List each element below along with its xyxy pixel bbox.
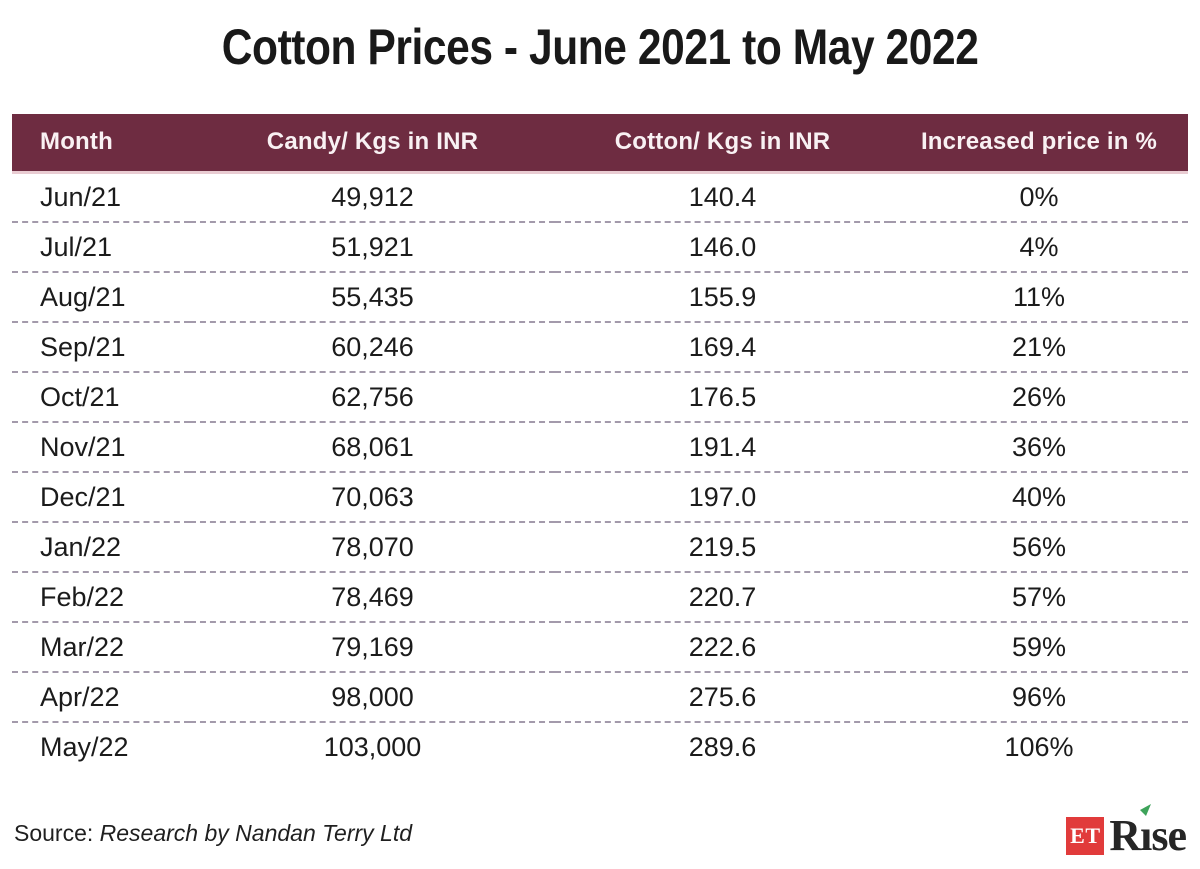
column-header-month: Month — [12, 114, 190, 174]
table-row: Jul/21 51,921 146.0 4% — [12, 222, 1188, 273]
cell-cotton: 140.4 — [555, 172, 890, 223]
table-row: Apr/22 98,000 275.6 96% — [12, 672, 1188, 723]
cell-month: Jan/22 — [12, 522, 190, 573]
cell-increase: 40% — [890, 472, 1188, 523]
table-body: Jun/21 49,912 140.4 0% Jul/21 51,921 146.0 4% Au… — [12, 172, 1188, 772]
cell-cotton: 197.0 — [555, 472, 890, 523]
cell-cotton: 289.6 — [688, 732, 757, 762]
cell-increase: 106% — [1004, 732, 1074, 762]
table-row: Dec/21 70,063 197.0 40% — [12, 472, 1188, 523]
cell-month: May/22 — [40, 732, 129, 762]
cell-increase: 0% — [890, 172, 1188, 223]
cell-increase: 26% — [890, 372, 1188, 423]
cell-cotton: 275.6 — [555, 672, 890, 723]
cell-month: Feb/22 — [12, 572, 190, 623]
cell-cotton: 155.9 — [555, 272, 890, 323]
cell-candy: 78,469 — [190, 572, 555, 623]
cell-increase: 96% — [890, 672, 1188, 723]
cell-month: Oct/21 — [12, 372, 190, 423]
table-row: Nov/21 68,061 191.4 36% — [12, 422, 1188, 473]
column-header-candy: Candy/ Kgs in INR — [190, 114, 555, 174]
growth-arrow-icon — [1140, 804, 1152, 817]
cell-month: Aug/21 — [12, 272, 190, 323]
cell-cotton: 146.0 — [555, 222, 890, 273]
cell-candy: 62,756 — [190, 372, 555, 423]
cell-month: Jul/21 — [12, 222, 190, 273]
column-header-cotton: Cotton/ Kgs in INR — [555, 114, 890, 174]
cell-candy: 79,169 — [190, 622, 555, 673]
cell-increase: 4% — [890, 222, 1188, 273]
cell-candy: 70,063 — [190, 472, 555, 523]
cell-cotton: 220.7 — [555, 572, 890, 623]
page-title: Cotton Prices - June 2021 to May 2022 — [221, 19, 979, 75]
cell-candy: 68,061 — [190, 422, 555, 473]
cell-candy: 98,000 — [190, 672, 555, 723]
cell-increase: 11% — [890, 272, 1188, 323]
cell-month: Nov/21 — [12, 422, 190, 473]
cotton-prices-table: Month Candy/ Kgs in INR Cotton/ Kgs in I… — [12, 114, 1188, 772]
source-text: Research by Nandan Terry Ltd — [99, 820, 413, 846]
column-header-increase: Increased price in % — [890, 114, 1188, 174]
cell-candy: 51,921 — [190, 222, 555, 273]
cell-increase: 36% — [890, 422, 1188, 473]
cell-cotton: 169.4 — [555, 322, 890, 373]
table-row: Sep/21 60,246 169.4 21% — [12, 322, 1188, 373]
table-row: Mar/22 79,169 222.6 59% — [12, 622, 1188, 673]
source-note: Source: Research by Nandan Terry Ltd — [14, 820, 412, 847]
table-row: Aug/21 55,435 155.9 11% — [12, 272, 1188, 323]
cell-candy: 49,912 — [190, 172, 555, 223]
table-header: Month Candy/ Kgs in INR Cotton/ Kgs in I… — [12, 114, 1188, 174]
cell-month: Apr/22 — [12, 672, 190, 723]
cell-month: Sep/21 — [12, 322, 190, 373]
table-row: Feb/22 78,469 220.7 57% — [12, 572, 1188, 623]
cell-cotton: 219.5 — [555, 522, 890, 573]
cell-cotton: 191.4 — [555, 422, 890, 473]
cell-increase: 57% — [890, 572, 1188, 623]
table-row: May/22 103,000 289.6 106% — [12, 722, 1188, 772]
table-row: Jun/21 49,912 140.4 0% — [12, 172, 1188, 223]
table-header-row: Month Candy/ Kgs in INR Cotton/ Kgs in I… — [12, 114, 1188, 174]
table-row: Oct/21 62,756 176.5 26% — [12, 372, 1188, 423]
table-row: Jan/22 78,070 219.5 56% — [12, 522, 1188, 573]
cell-candy: 78,070 — [190, 522, 555, 573]
cell-cotton: 176.5 — [555, 372, 890, 423]
cell-candy: 103,000 — [323, 732, 422, 762]
cell-candy: 55,435 — [190, 272, 555, 323]
cell-month: Mar/22 — [12, 622, 190, 673]
title-bar: Cotton Prices - June 2021 to May 2022 — [0, 16, 1200, 100]
cell-candy: 60,246 — [190, 322, 555, 373]
cell-increase: 56% — [890, 522, 1188, 573]
et-logo-box: ET — [1066, 817, 1105, 855]
cell-month: Jun/21 — [12, 172, 190, 223]
cell-month: Dec/21 — [12, 472, 190, 523]
cell-increase: 21% — [890, 322, 1188, 373]
cell-increase: 59% — [890, 622, 1188, 673]
cell-cotton: 222.6 — [555, 622, 890, 673]
source-label: Source: — [14, 820, 94, 846]
